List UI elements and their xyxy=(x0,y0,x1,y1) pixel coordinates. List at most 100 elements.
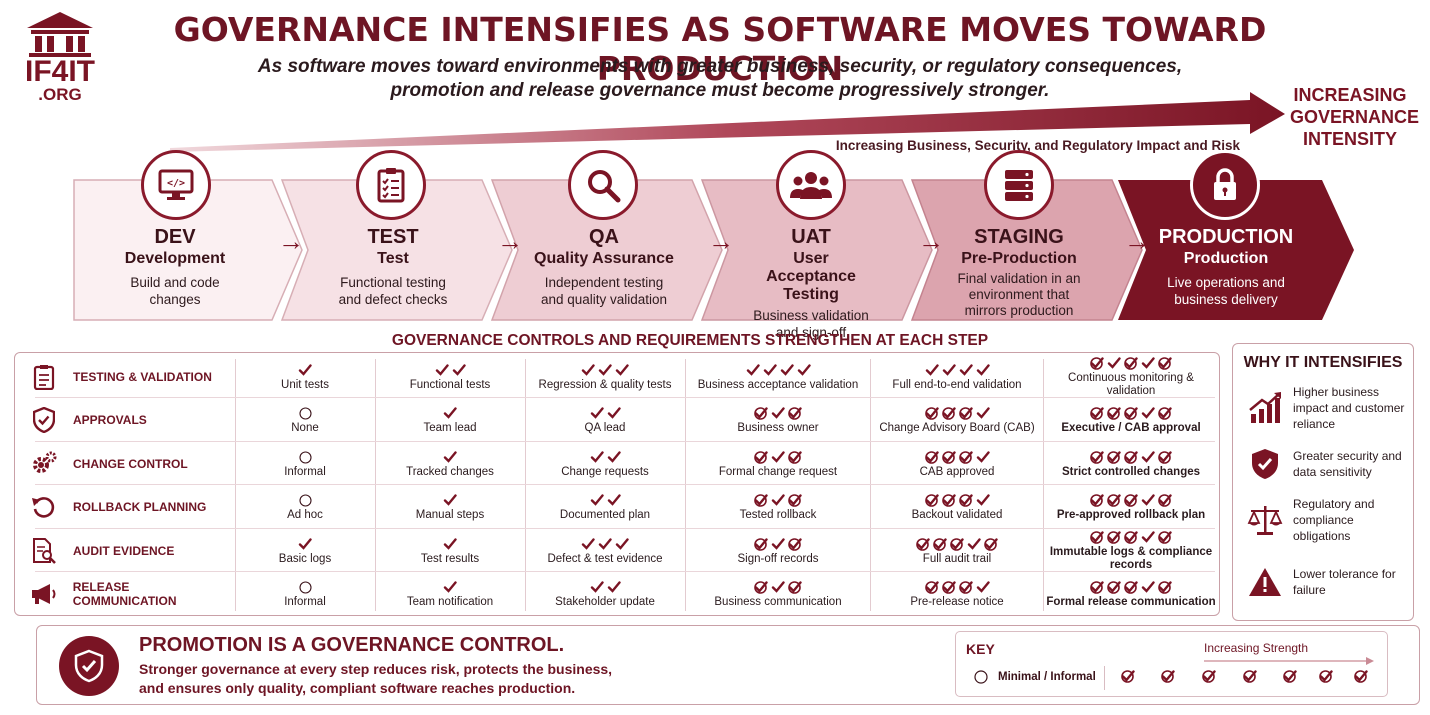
governance-matrix: TESTING & VALIDATION Unit tests Functional… xyxy=(14,352,1220,616)
strength-marks xyxy=(590,493,621,508)
matrix-cell: Full end-to-end validation xyxy=(872,355,1042,399)
strength-marks xyxy=(1090,530,1172,545)
strength-marks xyxy=(443,493,457,508)
stage-dev: DEV Development Build and code changes xyxy=(100,226,250,308)
why-item: Lower tolerance for failure xyxy=(1245,562,1411,602)
check-icon xyxy=(590,406,604,419)
megaphone-icon xyxy=(29,579,59,609)
temple-icon xyxy=(27,12,93,57)
row-label: ROLLBACK PLANNING xyxy=(15,485,235,529)
matrix-cell: Formal release communication xyxy=(1046,572,1216,616)
row-label: AUDIT EVIDENCE xyxy=(15,529,235,573)
cell-text: Defect & test evidence xyxy=(547,552,663,565)
cell-text: Business acceptance validation xyxy=(697,378,859,391)
open-circle-icon xyxy=(298,580,312,594)
check-icon xyxy=(607,493,621,506)
row-label: CHANGE CONTROL xyxy=(15,442,235,486)
check-icon xyxy=(1141,531,1155,543)
circled-check-icon xyxy=(1090,357,1104,370)
chevron-qa xyxy=(490,179,723,321)
strength-marks xyxy=(924,493,990,508)
checklist-icon xyxy=(356,150,426,220)
growth-chart-icon xyxy=(1245,388,1285,428)
open-circle-icon xyxy=(298,406,312,420)
step-arrow-3: → xyxy=(708,226,734,256)
matrix-cell: Formal change request xyxy=(691,442,866,486)
page-title: GOVERNANCE INTENSIFIES AS SOFTWARE MOVES… xyxy=(173,10,1267,88)
why-text: Greater security and data sensitivity xyxy=(1293,449,1402,479)
key-title: KEY xyxy=(966,641,995,657)
strength-marks xyxy=(581,363,629,378)
check-icon xyxy=(1141,580,1155,593)
strength-marks xyxy=(1090,450,1172,465)
check-icon xyxy=(1141,450,1155,463)
row-label-text: TESTING & VALIDATION xyxy=(73,370,212,384)
key-level-4 xyxy=(1243,670,1261,688)
why-text: Regulatory and compliance obligations xyxy=(1293,497,1375,543)
chevron-test xyxy=(280,179,513,321)
matrix-cell: Team lead xyxy=(380,398,520,442)
circled-check-icon xyxy=(754,406,768,420)
circled-check-icon xyxy=(1124,450,1138,464)
key-strength-label: Increasing Strength xyxy=(1204,641,1309,655)
key-minimal: Minimal / Informal xyxy=(974,670,1096,684)
check-icon xyxy=(298,537,312,550)
cell-text: Informal xyxy=(284,595,326,608)
matrix-cell: Change Advisory Board (CAB) xyxy=(872,398,1042,442)
strength-marks xyxy=(1090,580,1172,595)
cell-text: Continuous monitoring & validation xyxy=(1068,372,1194,397)
strength-marks xyxy=(298,406,312,421)
check-icon xyxy=(763,363,777,376)
strength-marks xyxy=(924,406,990,421)
circled-check-icon xyxy=(1107,406,1121,420)
circled-check-icon xyxy=(754,537,768,551)
matrix-cell: Informal xyxy=(240,442,370,486)
open-circle-icon xyxy=(974,670,988,684)
matrix-row: TESTING & VALIDATION Unit tests Functional… xyxy=(15,355,1221,399)
matrix-cell: Regression & quality tests xyxy=(530,355,680,399)
circled-check-icon xyxy=(958,493,973,507)
why-item: Greater security and data sensitivity xyxy=(1245,444,1411,484)
cell-text: Immutable logs & compliance records xyxy=(1049,546,1213,571)
promotion-banner: PROMOTION IS A GOVERNANCE CONTROL. Stron… xyxy=(36,625,1420,705)
logo-sub: .ORG xyxy=(38,85,82,104)
strength-marks xyxy=(754,450,802,465)
cell-text: Executive / CAB approval xyxy=(1061,421,1201,434)
stage-desc: Final validation in an environment that … xyxy=(957,271,1081,318)
magnifier-icon xyxy=(568,150,638,220)
strength-marks xyxy=(443,406,457,421)
promo-text: Stronger governance at every step reduce… xyxy=(139,660,699,698)
matrix-cell: Continuous monitoring & validation xyxy=(1046,355,1216,399)
matrix-cell: Tested rollback xyxy=(691,485,866,529)
circled-check-icon xyxy=(1124,580,1138,594)
stage-name: User Acceptance Testing xyxy=(766,250,856,303)
strength-marks xyxy=(925,363,990,378)
check-icon xyxy=(780,363,794,376)
row-divider xyxy=(35,441,1215,442)
promo-title: PROMOTION IS A GOVERNANCE CONTROL. xyxy=(139,634,565,656)
cell-text: Business owner xyxy=(737,421,819,434)
stage-desc: Live operations and business delivery xyxy=(1167,275,1285,307)
strength-arrow xyxy=(1204,657,1374,665)
check-icon xyxy=(771,493,785,506)
check-icon xyxy=(607,406,621,419)
check-icon xyxy=(771,537,785,550)
page-subtitle: As software moves toward environments wi… xyxy=(150,55,1290,103)
stage-code: QA xyxy=(589,226,619,248)
circled-check-icon xyxy=(1107,580,1121,594)
check-icon xyxy=(1141,357,1155,369)
strength-marks xyxy=(443,537,457,552)
circled-check-icon xyxy=(788,450,802,464)
matrix-cell: Stakeholder update xyxy=(530,572,680,616)
circled-check-icon xyxy=(958,450,973,464)
check-icon xyxy=(976,493,990,506)
strength-marks xyxy=(581,537,629,552)
check-icon xyxy=(976,580,990,593)
open-circle-icon xyxy=(298,450,312,464)
users-icon xyxy=(776,150,846,220)
why-title: WHY IT INTENSIFIES xyxy=(1243,354,1403,371)
step-arrow-5: → xyxy=(1124,226,1150,256)
warning-icon xyxy=(1245,562,1285,602)
matrix-cell: Business owner xyxy=(691,398,866,442)
row-label-text: AUDIT EVIDENCE xyxy=(73,544,175,558)
